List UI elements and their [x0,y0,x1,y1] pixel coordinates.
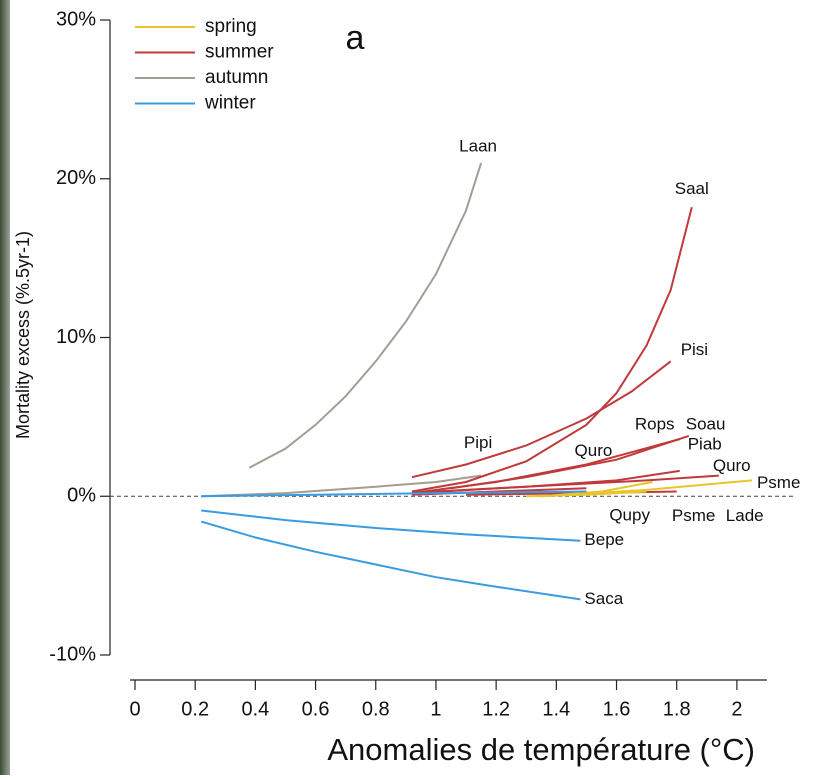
y-axis-title: Mortality excess (%.5yr-1) [13,231,33,439]
series-label: Saal [675,179,709,198]
series-line [248,162,483,469]
y-tick-label: 10% [56,326,96,348]
series-line [201,474,482,498]
series-label: Laan [459,136,497,155]
chart-title: a [346,19,365,57]
series-line [201,490,587,498]
y-tick-label: 0% [67,485,96,507]
x-tick-label: 0 [129,698,140,720]
series-line [541,481,653,498]
x-tick-label: 1.2 [482,698,510,720]
series-line [450,434,690,490]
y-tick-label: 20% [56,167,96,189]
x-tick-label: 0.6 [302,698,330,720]
series-label: Psme [672,506,715,525]
series-label: Saca [584,589,623,608]
series-line [435,474,719,493]
series-label: Bepe [584,530,624,549]
series-label: Soau [686,414,726,433]
y-tick-label: 30% [56,8,96,30]
legend-label: spring [205,16,257,37]
series-label: Quro [713,456,751,475]
x-tick-label: 0.4 [241,698,269,720]
series-label: Pisi [681,340,708,359]
series-label: Qupy [609,505,650,524]
series-label: Rops [635,415,675,434]
series-label: Lade [726,506,764,525]
x-axis-title: Anomalies de température (°C) [327,732,755,767]
x-tick-label: 0.2 [181,698,209,720]
x-tick-label: 1 [430,698,441,720]
x-tick-label: 0.8 [362,698,390,720]
x-tick-label: 1.8 [663,698,691,720]
series-label: Piab [688,434,722,453]
series-line [200,520,581,601]
x-tick-label: 2 [731,698,742,720]
legend-label: autumn [205,67,268,88]
series-line [201,509,581,542]
x-tick-label: 1.6 [603,698,631,720]
x-tick-label: 1.4 [542,698,570,720]
legend-label: summer [205,42,274,63]
series-label: Quro [575,441,613,460]
series-label: Psme [757,473,800,492]
legend-label: winter [204,93,256,114]
background-strip [0,0,10,775]
y-tick-label: -10% [49,643,96,665]
series-label: Pipi [464,433,492,452]
series-line [411,360,672,479]
